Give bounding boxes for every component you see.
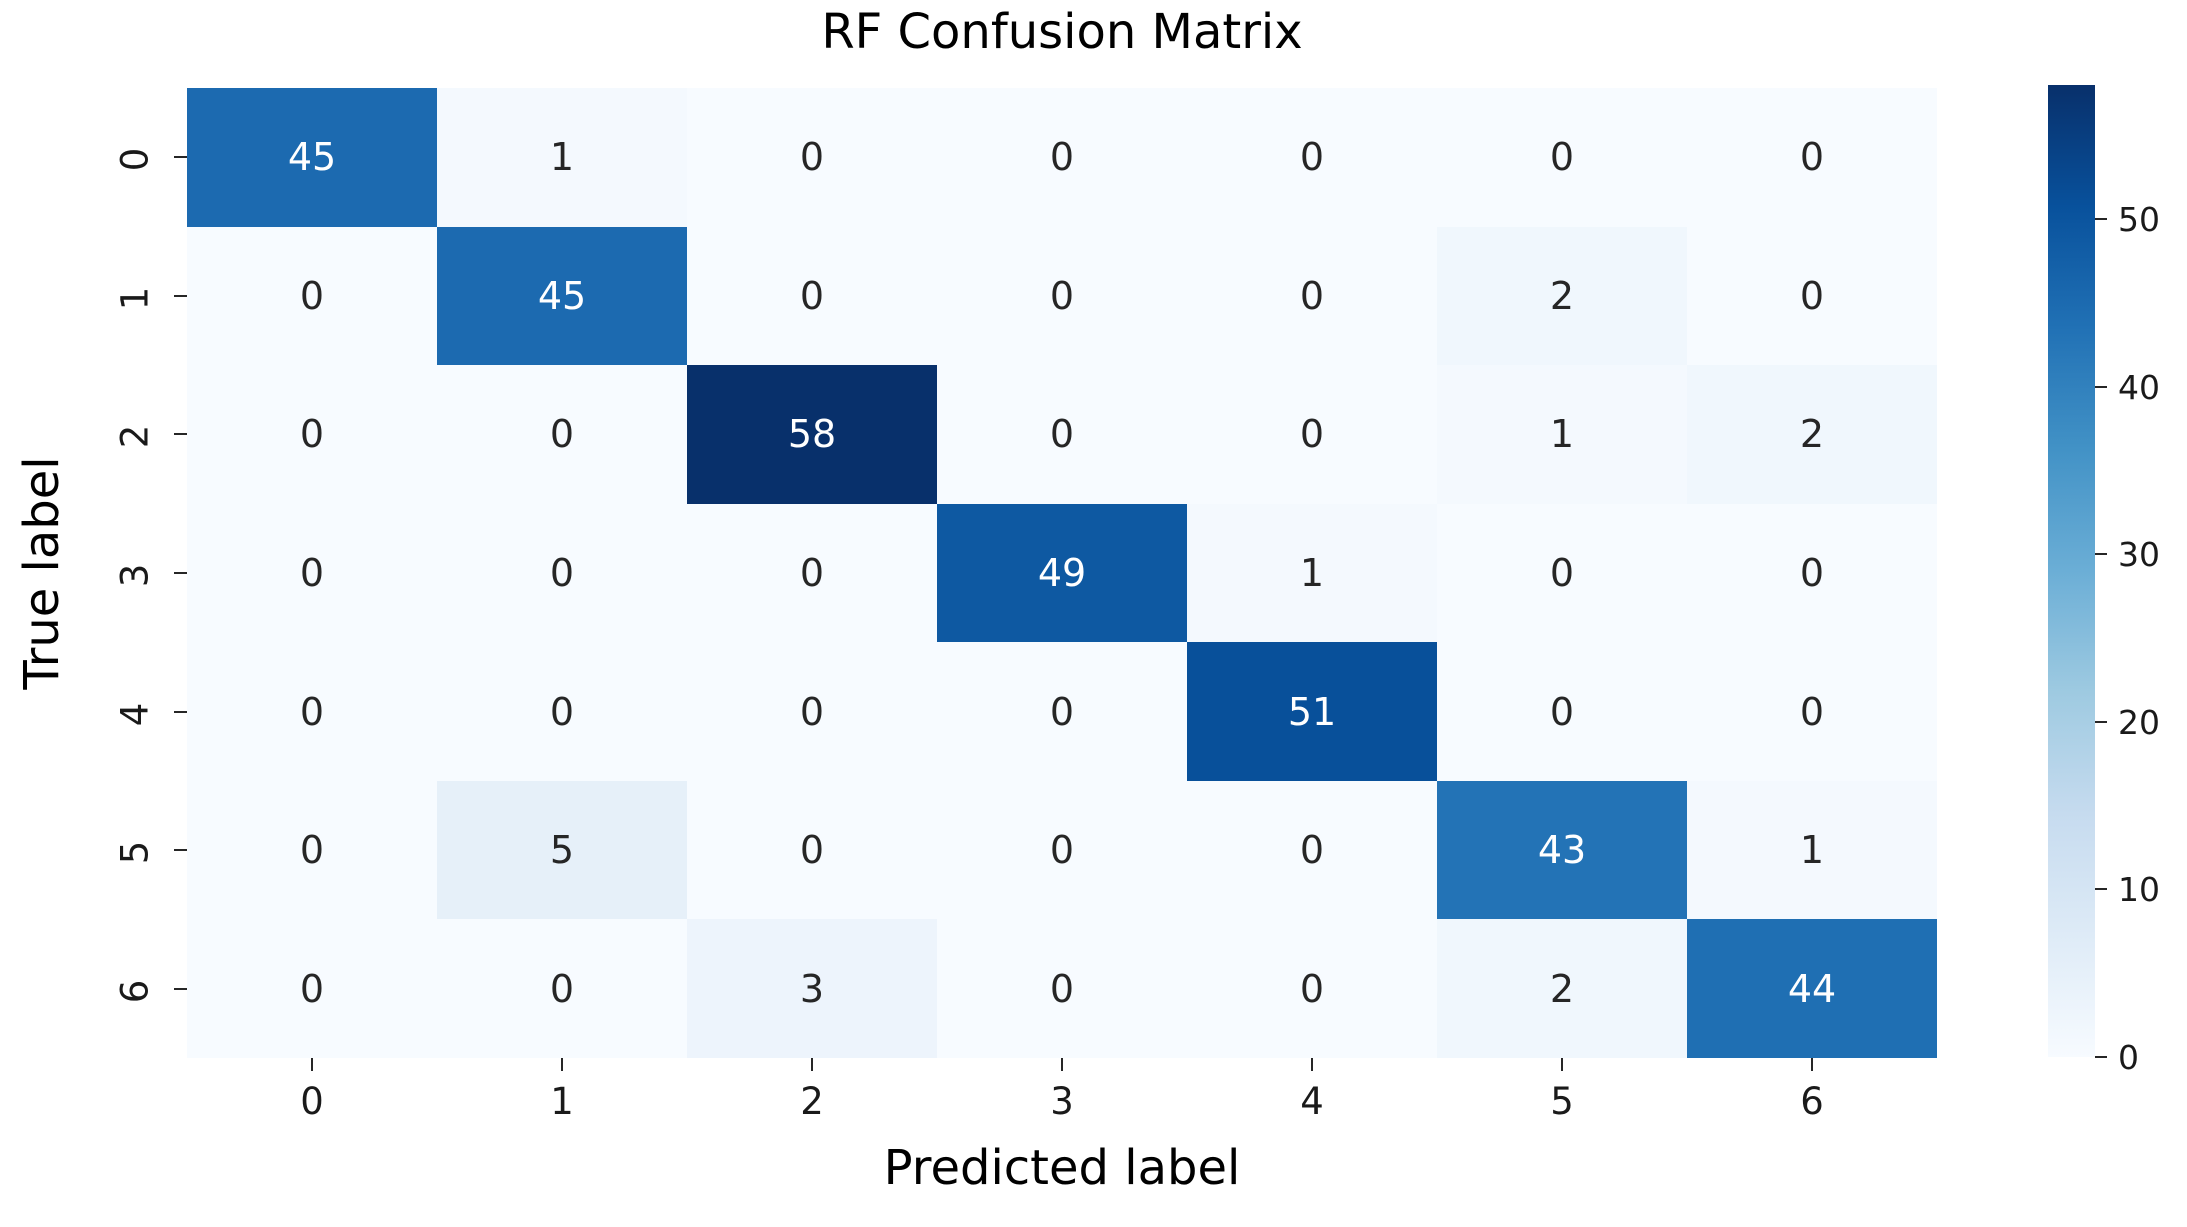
matrix-cell: 0 <box>1437 642 1687 781</box>
matrix-cell: 1 <box>437 88 687 227</box>
colorbar-tick-mark <box>2095 553 2107 556</box>
matrix-cell: 45 <box>187 88 437 227</box>
matrix-cell: 0 <box>187 642 437 781</box>
matrix-cell: 0 <box>1437 88 1687 227</box>
matrix-cell: 5 <box>437 780 687 920</box>
matrix-cell: 0 <box>687 88 937 227</box>
matrix-cell: 0 <box>1187 919 1437 1058</box>
matrix-cell: 0 <box>1687 226 1937 366</box>
matrix-cell: 0 <box>1687 642 1937 781</box>
x-tick-label: 5 <box>1550 1080 1574 1123</box>
matrix-cell: 51 <box>1187 642 1437 781</box>
matrix-cell: 0 <box>1687 503 1937 643</box>
y-tick-mark <box>174 294 187 297</box>
matrix-cell: 0 <box>1187 88 1437 227</box>
colorbar-tick-label: 50 <box>2118 200 2160 240</box>
matrix-cell: 0 <box>1187 365 1437 504</box>
x-tick-mark <box>1561 1058 1563 1071</box>
x-tick-label: 2 <box>800 1080 824 1123</box>
y-axis-label: True label <box>14 456 70 690</box>
x-tick-mark <box>311 1058 313 1071</box>
matrix-cell: 44 <box>1687 919 1937 1058</box>
x-tick-label: 4 <box>1300 1080 1324 1123</box>
colorbar-tick-mark <box>2095 385 2107 388</box>
matrix-cell: 0 <box>187 503 437 643</box>
y-tick-mark <box>174 849 187 852</box>
y-tick-label: 4 <box>113 702 157 726</box>
x-tick-mark <box>561 1058 563 1071</box>
matrix-cell: 0 <box>937 365 1187 504</box>
matrix-cell: 0 <box>437 642 687 781</box>
y-tick-mark <box>174 156 187 159</box>
matrix-cell: 1 <box>1687 780 1937 920</box>
matrix-cell: 0 <box>187 780 437 920</box>
matrix-cell: 43 <box>1437 780 1687 920</box>
matrix-cell: 0 <box>1187 780 1437 920</box>
matrix-cell: 0 <box>937 642 1187 781</box>
colorbar-tick-label: 0 <box>2118 1038 2139 1077</box>
matrix-cell: 2 <box>1687 365 1937 504</box>
y-tick-mark <box>174 572 187 574</box>
matrix-cell: 0 <box>437 365 687 504</box>
x-tick-label: 6 <box>1800 1080 1824 1123</box>
heatmap-grid: 45 1 0 0 0 0 0 0 45 0 0 0 2 0 0 0 58 0 0 1 2 0 0 0 49 1 0 0 0 0 0 0 51 0 0… <box>187 88 1937 1058</box>
chart-title: RF Confusion Matrix <box>821 4 1303 60</box>
matrix-cell: 1 <box>1437 365 1687 504</box>
matrix-cell: 45 <box>437 226 687 366</box>
matrix-cell: 0 <box>1187 226 1437 366</box>
matrix-cell: 0 <box>437 919 687 1058</box>
matrix-cell: 0 <box>687 226 937 366</box>
matrix-cell: 1 <box>1187 503 1437 643</box>
y-tick-mark <box>174 433 187 436</box>
colorbar-tick-label: 30 <box>2118 535 2160 575</box>
y-tick-label: 0 <box>113 148 157 172</box>
x-tick-mark <box>1311 1058 1313 1071</box>
x-tick-mark <box>1811 1058 1813 1071</box>
matrix-cell: 0 <box>687 780 937 920</box>
x-tick-label: 0 <box>300 1080 324 1123</box>
matrix-cell: 3 <box>687 919 937 1058</box>
colorbar-tick-mark <box>2095 888 2107 891</box>
x-tick-label: 1 <box>550 1080 574 1123</box>
matrix-cell: 0 <box>937 88 1187 227</box>
y-tick-label: 6 <box>113 979 157 1003</box>
x-tick-mark <box>811 1058 813 1071</box>
colorbar-tick-mark <box>2095 1056 2107 1058</box>
matrix-cell: 0 <box>1437 503 1687 643</box>
y-tick-mark <box>174 710 187 713</box>
colorbar-tick-label: 40 <box>2118 367 2160 407</box>
matrix-cell: 49 <box>937 503 1187 643</box>
colorbar-tick-label: 10 <box>2118 870 2160 910</box>
matrix-cell: 0 <box>687 642 937 781</box>
matrix-cell: 0 <box>687 503 937 643</box>
matrix-cell: 2 <box>1437 919 1687 1058</box>
matrix-cell: 0 <box>187 365 437 504</box>
matrix-cell: 0 <box>937 919 1187 1058</box>
colorbar <box>2048 85 2095 1057</box>
matrix-cell: 0 <box>187 919 437 1058</box>
matrix-cell: 2 <box>1437 226 1687 366</box>
matrix-cell: 0 <box>1687 88 1937 227</box>
colorbar-tick-label: 20 <box>2118 702 2160 742</box>
colorbar-tick-mark <box>2095 218 2107 221</box>
matrix-cell: 0 <box>437 503 687 643</box>
y-tick-label: 1 <box>113 286 157 311</box>
x-tick-mark <box>1061 1058 1063 1071</box>
y-tick-label: 3 <box>113 563 157 588</box>
matrix-cell: 0 <box>937 780 1187 920</box>
y-tick-label: 5 <box>113 840 157 865</box>
matrix-cell: 58 <box>687 365 937 504</box>
x-axis-label: Predicted label <box>883 1140 1241 1196</box>
matrix-cell: 0 <box>937 226 1187 366</box>
colorbar-tick-mark <box>2095 720 2107 723</box>
x-tick-label: 3 <box>1050 1080 1074 1123</box>
matrix-cell: 0 <box>187 226 437 366</box>
y-tick-mark <box>174 987 187 990</box>
y-tick-label: 2 <box>113 425 157 449</box>
